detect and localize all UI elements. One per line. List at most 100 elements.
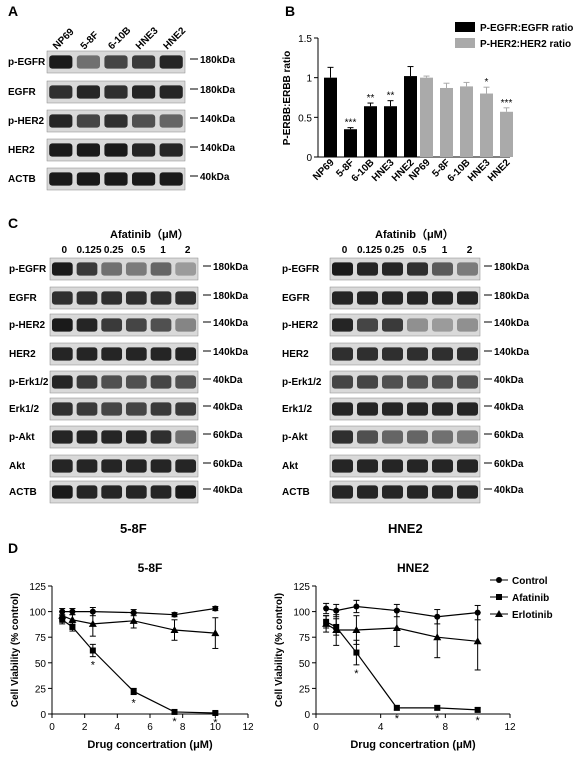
data-point [353,603,360,610]
blot-right-band [457,459,478,473]
category-label: HNE2 [486,157,513,184]
category-label: 6-10B [446,157,473,184]
lane-label: 6-10B [106,25,133,52]
blot-right-band [457,430,478,444]
bar [364,106,377,157]
blot-a-band [76,55,100,69]
blot-label: p-Akt [9,432,35,443]
blot-left-band [76,318,98,332]
blot-label: HER2 [282,349,309,360]
data-point [88,619,97,627]
blot-left-band [101,375,123,389]
blot-right-band [457,375,478,389]
blot-left-band [101,430,123,444]
blot-right-band [432,318,453,332]
blot-right-band [407,402,428,416]
blot-a-band [76,172,100,186]
blot-right-band [407,459,428,473]
y-tick-label: 0 [306,153,312,164]
blot-right-band [357,347,378,361]
blot-a-band [49,85,73,99]
significance-mark: * [132,698,137,710]
blot-label: ACTB [282,487,310,498]
blot-label: p-Erk1/2 [282,377,322,388]
blot-right-band [382,430,403,444]
blot-caption-5-8f: 5-8F [120,521,147,536]
blot-a-band [49,114,73,128]
significance-mark: ** [387,91,395,102]
blot-label: EGFR [282,293,311,304]
blot-a-band [159,143,183,157]
blot-left-band [51,262,73,276]
size-label: 140kDa [200,114,235,125]
significance-mark: * [395,713,400,725]
blot-a-band [76,114,100,128]
blot-left-band [175,485,197,499]
x-axis-label: Drug concertration (μM) [350,739,476,751]
x-tick-label: 8 [443,722,449,733]
blot-left-band [125,402,147,416]
blot-a-band [159,172,183,186]
blot-left-band [125,375,147,389]
blot-right-band [332,375,353,389]
data-point [171,611,178,618]
dose-label: 0.125 [76,245,101,256]
data-point [433,633,442,641]
blot-label: Erk1/2 [282,404,312,415]
blot-left-band [175,375,197,389]
blot-label: p-EGFR [282,264,320,275]
blot-right-band [432,347,453,361]
blot-a-band [49,172,73,186]
blot-left-band [76,375,98,389]
blot-a-band [104,85,128,99]
blot-left-band [175,318,197,332]
data-point [473,637,482,645]
bar [404,76,417,157]
significance-mark: * [172,716,177,728]
data-point [352,626,361,634]
blot-right-band [432,402,453,416]
data-point [393,704,400,711]
blot-left-band [150,375,172,389]
size-label: 60kDa [494,459,524,470]
y-tick-label: 0 [40,710,46,721]
dose-label: 0 [342,245,348,256]
size-label: 40kDa [200,172,230,183]
blot-left-band [51,459,73,473]
y-tick-label: 100 [29,608,46,619]
blot-a-band [104,172,128,186]
significance-mark: * [476,715,481,727]
blot-left-band [101,262,123,276]
blot-left-band [150,430,172,444]
blot-left-band [150,262,172,276]
lane-label: HNE3 [134,25,161,52]
blot-right-band [432,291,453,305]
blot-left-band [101,402,123,416]
panel-d-chart-5-8f: 0 25 50 75 100 125 0 2 4 6 8 10 12 5-8F Drug concertra… [10,561,254,751]
dose-label: 0.5 [131,245,145,256]
blot-left-band [150,318,172,332]
x-tick-label: 12 [504,722,516,733]
y-tick-label: 125 [293,582,310,593]
blot-left-band [125,430,147,444]
blot-left-band [125,262,147,276]
blot-right-band [457,262,478,276]
blot-label: p-EGFR [9,264,47,275]
panel-label-b: B [285,3,295,19]
y-tick-label: 75 [299,633,311,644]
blot-a-band [132,55,156,69]
data-point [68,615,77,623]
size-label: 40kDa [213,402,243,413]
size-label: 180kDa [213,262,248,273]
size-label: 180kDa [200,85,235,96]
chart-title: 5-8F [138,561,163,575]
blot-left-band [125,291,147,305]
series-line [62,607,216,616]
y-tick-label: 1 [306,74,312,85]
blot-right-band [457,291,478,305]
blot-right-band [432,375,453,389]
series-line [61,615,216,634]
blot-a-band [132,85,156,99]
data-point [58,611,67,619]
blot-left-band [51,318,73,332]
